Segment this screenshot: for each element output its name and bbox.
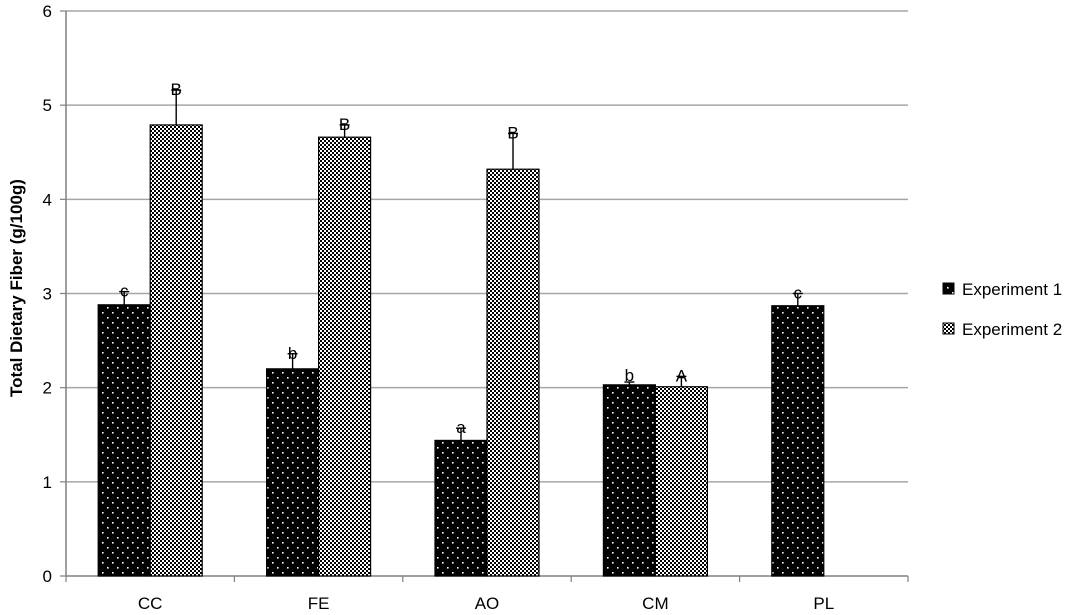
significance-letter: A — [676, 366, 688, 385]
bar-cc-series-1 — [97, 304, 151, 577]
significance-letter: a — [456, 418, 466, 437]
bar-ao-series-1 — [434, 439, 488, 577]
x-tick-label-fe: FE — [308, 594, 330, 613]
x-tick-label-cc: CC — [138, 594, 163, 613]
axes: 0 1 2 3 4 5 6 CC FE AO CM PL — [43, 2, 909, 613]
bar-fe-series-2 — [318, 136, 372, 577]
significance-letter: b — [288, 344, 297, 363]
significance-letter: c — [794, 284, 803, 303]
legend-swatch-experiment-1 — [942, 282, 955, 295]
y-tick-label: 5 — [43, 96, 52, 115]
y-tick-label: 3 — [43, 285, 52, 304]
x-tick-label-cm: CM — [642, 594, 668, 613]
bar-cc-series-2 — [149, 124, 203, 577]
legend-label-experiment-1: Experiment 1 — [962, 280, 1062, 299]
legend-label-experiment-2: Experiment 2 — [962, 320, 1062, 339]
bar-cm-series-2 — [654, 386, 709, 577]
significance-letter: B — [339, 115, 350, 134]
legend-swatch-experiment-2 — [942, 322, 955, 335]
bar-cm-series-1 — [602, 384, 657, 577]
y-tick-label: 0 — [43, 567, 52, 586]
significance-letter: b — [625, 366, 634, 385]
bar-ao-series-2 — [486, 168, 540, 577]
legend: Experiment 1 Experiment 2 — [942, 280, 1062, 339]
significance-letter: B — [171, 80, 182, 99]
bars — [97, 89, 825, 577]
x-tick-label-ao: AO — [475, 594, 500, 613]
bar-fe-series-1 — [266, 368, 320, 577]
y-tick-label: 6 — [43, 2, 52, 21]
significance-letter: c — [120, 282, 129, 301]
bar-letter-labels: c b a b c B B B A — [120, 80, 803, 437]
y-tick-label: 1 — [43, 473, 52, 492]
y-axis-title: Total Dietary Fiber (g/100g) — [7, 179, 26, 397]
x-tick-label-pl: PL — [813, 594, 834, 613]
y-tick-label: 2 — [43, 379, 52, 398]
bar-pl-series-1 — [771, 305, 825, 577]
y-tick-label: 4 — [43, 190, 52, 209]
significance-letter: B — [507, 123, 518, 142]
